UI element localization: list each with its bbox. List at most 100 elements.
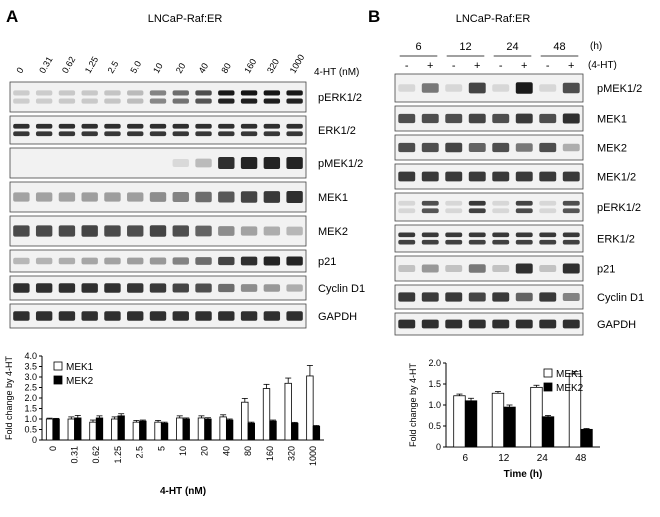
y-axis-label: Fold change by 4-HT	[408, 362, 418, 447]
blot-band	[172, 159, 189, 167]
dose-label: 80	[219, 61, 233, 75]
blot-label: ERK1/2	[318, 125, 356, 137]
blot-band	[398, 113, 416, 124]
blot-band	[445, 171, 463, 182]
panel-b-letter: B	[368, 7, 380, 26]
dose-label: 10	[151, 61, 165, 75]
x-tick-label: 1000	[308, 446, 318, 466]
bar-mek1	[197, 417, 206, 441]
blot-band	[398, 200, 416, 206]
blot-band	[515, 171, 533, 182]
blot-band	[149, 98, 167, 104]
y-tick-label: 1.5	[428, 379, 441, 389]
bar-mek1	[241, 401, 249, 441]
blot-label: p21	[318, 256, 336, 268]
blot-band	[149, 131, 167, 137]
blot-band	[492, 171, 510, 182]
blot-band	[240, 90, 258, 96]
y-tick-label: 0	[436, 442, 441, 452]
blot-band	[515, 292, 533, 302]
blot-label: GAPDH	[597, 319, 636, 331]
blot-band	[149, 192, 167, 202]
blot-band	[240, 156, 258, 170]
blot-band	[492, 319, 510, 329]
blot-band	[195, 98, 212, 104]
chart-b-bar-chart: 0 0.5 1.0 1.5 2.0 Fold change by 4-HT 6 12 24 48 T…	[408, 358, 600, 480]
bar-mek1	[219, 416, 227, 441]
blot-band	[195, 191, 212, 203]
panel-a-dose-labels: 0 0.31 0.62 1.25 2.5 5.0 10 20 40 80 160 320 1000	[14, 53, 306, 75]
x-tick-label: 1.25	[113, 446, 123, 464]
blot-band	[492, 200, 510, 206]
blot-band	[81, 192, 98, 202]
dose-label: 0	[14, 66, 25, 75]
blot-band	[13, 90, 30, 96]
blot-band	[468, 239, 486, 245]
blot-band	[515, 200, 533, 206]
blot-band	[172, 90, 189, 96]
blot-band	[515, 208, 533, 214]
blot-band	[172, 98, 189, 104]
bar-mek1	[491, 392, 505, 448]
blot-band	[562, 232, 580, 238]
blot-band	[13, 311, 30, 321]
blot-band	[127, 90, 144, 96]
blot-band	[515, 239, 533, 245]
blot-frame	[394, 312, 584, 336]
blot-band	[58, 225, 76, 237]
bar-mek2	[225, 419, 234, 441]
dose-label: 320	[265, 57, 281, 75]
blot-band	[539, 264, 557, 273]
blot-band	[172, 131, 189, 137]
blot-band	[240, 123, 258, 129]
blot-band	[13, 283, 30, 293]
blot-band	[104, 90, 121, 96]
blot-band	[445, 142, 463, 153]
blot-band	[421, 292, 439, 302]
blot-band	[127, 131, 144, 137]
y-tick-label: 2.0	[428, 358, 441, 368]
blot-band	[58, 90, 76, 96]
treatment-sign: -	[405, 60, 409, 72]
blot-band	[195, 225, 212, 237]
bar-mek2	[139, 420, 147, 441]
blot-band	[218, 226, 235, 236]
blot-band	[195, 311, 212, 321]
blot-band	[421, 319, 439, 329]
x-tick-label: 5	[156, 446, 166, 451]
dose-label: 2.5	[106, 59, 121, 75]
bar-mek1	[262, 388, 271, 441]
blot-band	[104, 311, 121, 321]
blot-band	[562, 82, 580, 94]
blot-band	[13, 192, 30, 202]
dose-label: 0.31	[37, 55, 54, 75]
blot-band	[515, 113, 533, 124]
blot-band	[263, 98, 281, 104]
panel-b-title: LNCaP-Raf:ER	[456, 13, 531, 25]
bar-mek2	[160, 422, 169, 441]
legend-swatch-mek1	[53, 361, 63, 371]
blot-band	[539, 200, 557, 206]
blot-band	[149, 90, 167, 96]
blot-band	[539, 171, 557, 182]
legend-label: MEK2	[66, 376, 94, 387]
legend-label: MEK1	[66, 362, 94, 373]
treatment-sign: -	[499, 60, 503, 72]
blot-band	[104, 98, 121, 104]
x-tick-label: 24	[537, 453, 549, 464]
blot-band	[286, 156, 303, 170]
blot-band	[263, 191, 281, 203]
blot-band	[539, 113, 557, 124]
bar-mek1	[132, 421, 141, 441]
blot-band	[58, 98, 76, 104]
blot-band	[149, 311, 167, 321]
blot-band	[240, 98, 258, 104]
blot-band	[539, 142, 557, 153]
blot-band	[286, 90, 303, 96]
x-axis-label: Time (h)	[504, 469, 543, 480]
blot-band	[58, 283, 76, 293]
blot-band	[515, 263, 533, 274]
blot-band	[13, 98, 30, 104]
